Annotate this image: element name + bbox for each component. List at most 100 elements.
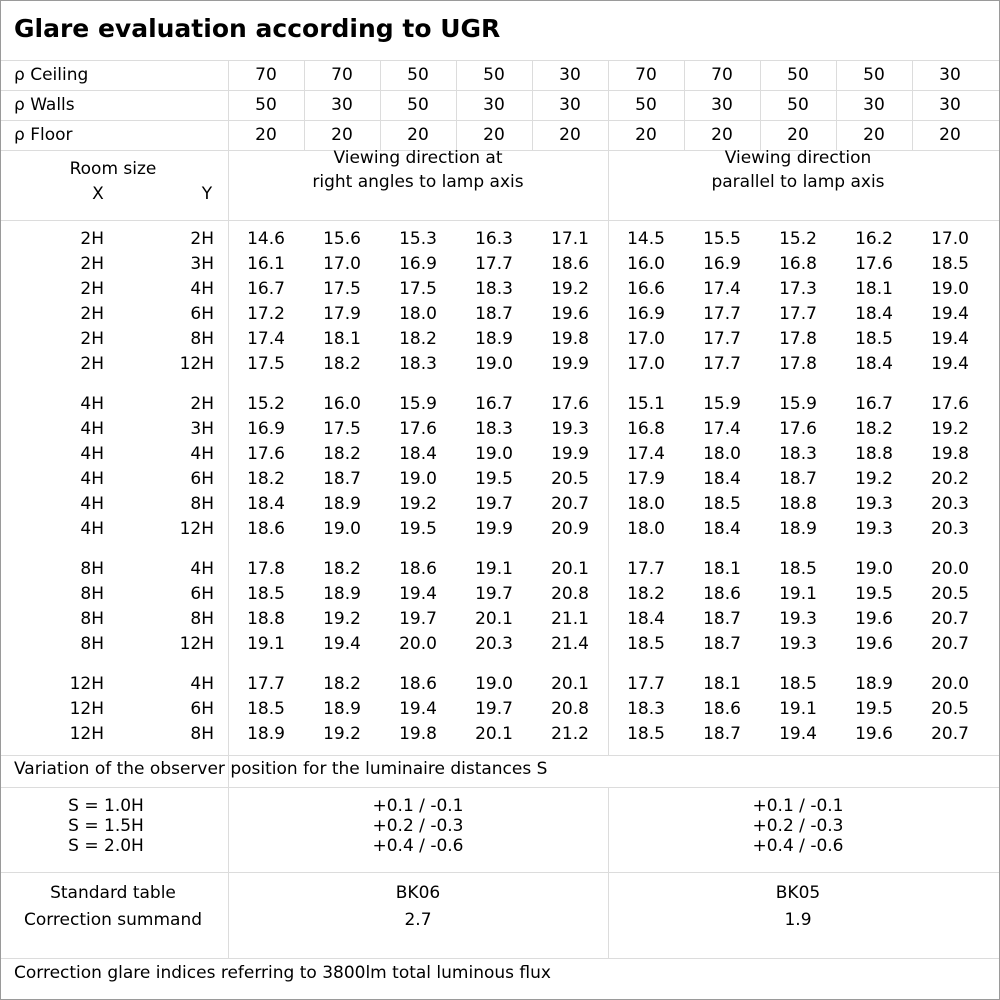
ugr-value: 18.3	[399, 354, 437, 374]
ugr-value: 18.7	[703, 634, 741, 654]
ugr-value: 19.3	[855, 494, 893, 514]
ugr-value: 17.3	[779, 279, 817, 299]
reflectance-value: 30	[331, 95, 353, 115]
ugr-value: 19.0	[475, 444, 513, 464]
room-y-value: 4H	[190, 559, 214, 579]
room-x-value: 2H	[80, 354, 104, 374]
room-y-value: 12H	[179, 634, 214, 654]
reflectance-value: 50	[787, 65, 809, 85]
ugr-value: 20.3	[931, 519, 969, 539]
reflectance-value: 20	[255, 125, 277, 145]
ugr-value: 17.6	[399, 419, 437, 439]
room-y-value: 3H	[190, 419, 214, 439]
row-divider	[1, 872, 999, 873]
row-divider	[1, 90, 999, 91]
reflectance-value: 30	[711, 95, 733, 115]
room-x-value: 2H	[80, 304, 104, 324]
row-divider	[1, 120, 999, 121]
ugr-value: 17.6	[247, 444, 285, 464]
summand-parallel: 1.9	[784, 910, 812, 930]
reflectance-value: 50	[635, 95, 657, 115]
ugr-value: 19.5	[855, 584, 893, 604]
ugr-value: 17.7	[247, 674, 285, 694]
viewing-direction-parallel: Viewing direction	[724, 148, 872, 168]
summand-right-angles: 2.7	[404, 910, 432, 930]
row-divider	[1, 787, 999, 788]
ugr-value: 20.0	[399, 634, 437, 654]
room-y-value: 8H	[190, 494, 214, 514]
page-title: Glare evaluation according to UGR	[14, 14, 501, 43]
room-x-value: 2H	[80, 329, 104, 349]
ugr-value: 17.7	[627, 559, 665, 579]
ugr-value: 18.1	[703, 559, 741, 579]
reflectance-value: 20	[863, 125, 885, 145]
ugr-value: 17.7	[475, 254, 513, 274]
ugr-value: 20.9	[551, 519, 589, 539]
ugr-value: 19.6	[855, 634, 893, 654]
ugr-value: 19.3	[855, 519, 893, 539]
ugr-value: 16.9	[399, 254, 437, 274]
distance-s: S = 2.0H	[68, 836, 144, 856]
ugr-value: 19.5	[855, 699, 893, 719]
ugr-value: 19.2	[323, 724, 361, 744]
column-divider	[228, 60, 229, 958]
reflectance-label: ρ Floor	[14, 125, 73, 145]
ugr-value: 18.7	[323, 469, 361, 489]
ugr-value: 15.2	[779, 229, 817, 249]
standard-table-right-angles: BK06	[395, 883, 441, 903]
room-y-value: 4H	[190, 444, 214, 464]
ugr-value: 16.7	[475, 394, 513, 414]
ugr-value: 16.3	[475, 229, 513, 249]
ugr-value: 18.5	[703, 494, 741, 514]
variation-parallel: +0.1 / -0.1	[752, 796, 844, 816]
room-x-value: 12H	[69, 674, 104, 694]
room-x-value: 4H	[80, 419, 104, 439]
ugr-value: 20.5	[931, 699, 969, 719]
column-divider	[456, 60, 457, 150]
ugr-value: 18.9	[475, 329, 513, 349]
ugr-value: 17.0	[627, 329, 665, 349]
room-y-value: 6H	[190, 584, 214, 604]
ugr-value: 18.4	[703, 519, 741, 539]
ugr-value: 19.9	[475, 519, 513, 539]
ugr-value: 16.8	[627, 419, 665, 439]
ugr-value: 18.3	[475, 279, 513, 299]
row-divider	[1, 755, 999, 756]
ugr-value: 16.6	[627, 279, 665, 299]
ugr-value: 20.5	[931, 584, 969, 604]
ugr-value: 19.9	[551, 354, 589, 374]
reflectance-value: 30	[483, 95, 505, 115]
ugr-value: 17.0	[627, 354, 665, 374]
ugr-value: 18.8	[855, 444, 893, 464]
ugr-value: 17.0	[323, 254, 361, 274]
ugr-value: 20.1	[475, 724, 513, 744]
correction-summand-label: Correction summand	[23, 910, 203, 930]
ugr-value: 17.0	[931, 229, 969, 249]
ugr-value: 16.9	[627, 304, 665, 324]
room-x-value: 4H	[80, 519, 104, 539]
ugr-value: 19.3	[779, 609, 817, 629]
ugr-value: 17.8	[247, 559, 285, 579]
ugr-value: 18.2	[323, 354, 361, 374]
ugr-value: 19.3	[779, 634, 817, 654]
reflectance-value: 70	[635, 65, 657, 85]
room-x-value: 2H	[80, 279, 104, 299]
ugr-value: 19.2	[855, 469, 893, 489]
ugr-value: 18.2	[627, 584, 665, 604]
ugr-value: 19.5	[399, 519, 437, 539]
ugr-value: 18.9	[247, 724, 285, 744]
ugr-value: 19.6	[855, 609, 893, 629]
ugr-value: 18.5	[247, 699, 285, 719]
column-divider	[380, 60, 381, 150]
reflectance-value: 20	[635, 125, 657, 145]
reflectance-value: 50	[407, 95, 429, 115]
ugr-value: 18.1	[703, 674, 741, 694]
ugr-value: 18.5	[627, 634, 665, 654]
viewing-direction-right-angles: Viewing direction at	[333, 148, 503, 168]
ugr-value: 15.6	[323, 229, 361, 249]
ugr-value: 16.7	[247, 279, 285, 299]
ugr-value: 18.4	[855, 354, 893, 374]
ugr-value: 17.6	[779, 419, 817, 439]
ugr-value: 18.9	[323, 584, 361, 604]
room-y-value: 2H	[190, 229, 214, 249]
